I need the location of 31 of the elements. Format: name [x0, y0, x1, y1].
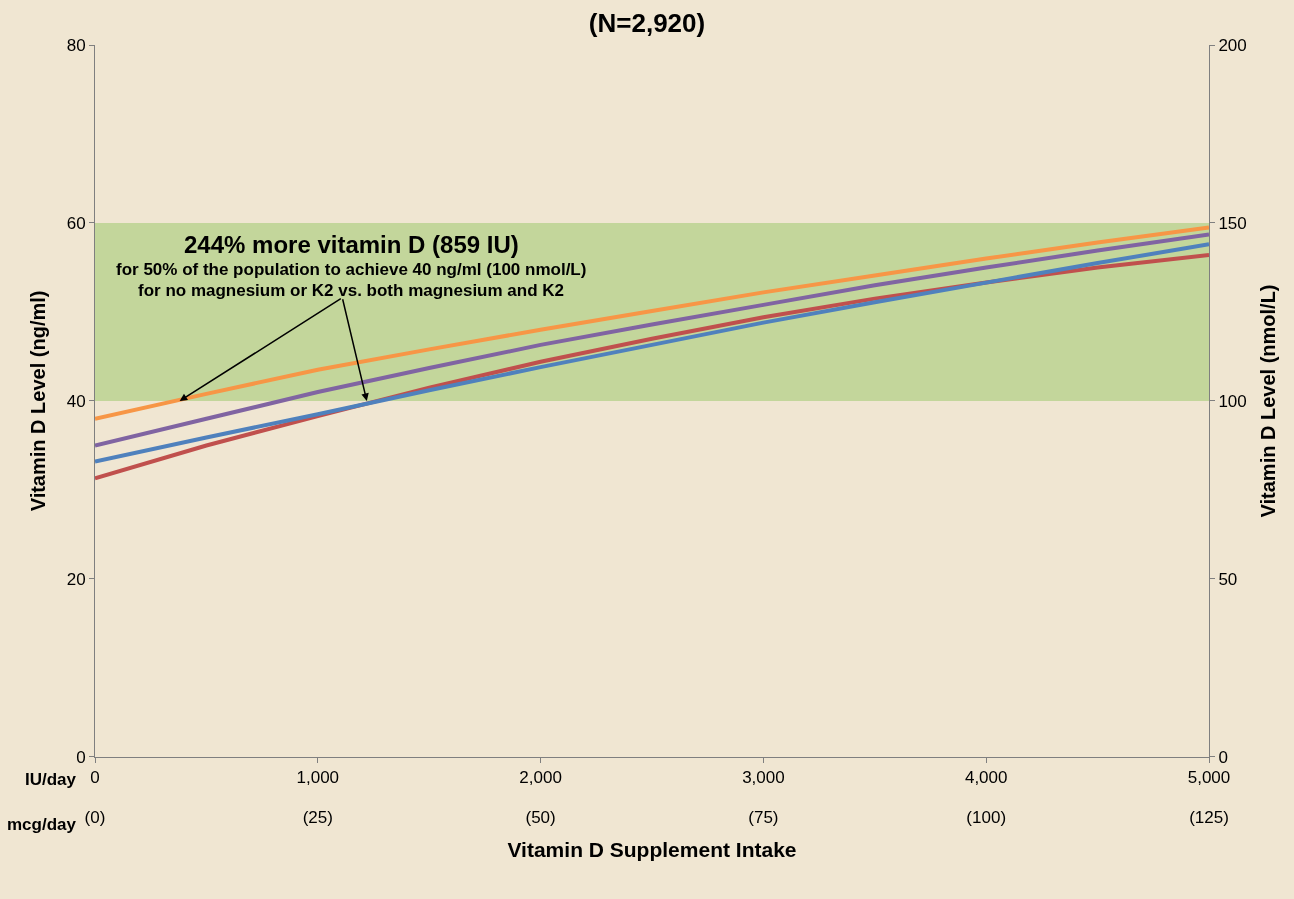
x-tick-label: 5,000: [1187, 768, 1231, 788]
y-tick-label: 0: [76, 747, 86, 767]
x-tick-label: 4,000: [964, 768, 1008, 788]
y2-tick-label: 50: [1218, 569, 1238, 589]
x-tick-label: 3,000: [742, 768, 785, 788]
y-tick-label: 80: [66, 35, 86, 55]
annotation: for no magnesium or K2 vs. both magnesium and K2: [138, 281, 565, 300]
text: mcg/day: [7, 815, 77, 834]
y-tick-label: 60: [66, 213, 86, 233]
x-axis-title: Vitamin D Supplement Intake: [507, 837, 797, 861]
y2-tick-label: 0: [1218, 747, 1228, 767]
annotation: 244% more vitamin D (859 IU): [184, 231, 519, 258]
x2-tick-label: (100): [966, 808, 1007, 828]
chart-title: (N=2,920): [588, 7, 706, 38]
y-axis-title: Vitamin D Level (ng/ml): [27, 290, 50, 512]
y-tick-label: 40: [66, 391, 86, 411]
y2-tick-label: 100: [1218, 391, 1247, 411]
x-tick-label: 1,000: [296, 768, 340, 788]
x-tick-label: 0: [90, 768, 100, 788]
annotation: for 50% of the population to achieve 40 ng/ml (100 nmol/L): [116, 260, 587, 279]
x2-tick-label: (0): [84, 808, 106, 828]
x2-tick-label: (25): [302, 808, 333, 828]
x2-tick-label: (75): [748, 808, 779, 828]
x2-tick-label: (125): [1189, 808, 1229, 828]
text: IU/day: [25, 770, 77, 789]
y2-tick-label: 150: [1218, 213, 1247, 233]
y2-tick-label: 200: [1218, 35, 1247, 55]
y2-axis-title: Vitamin D Level (nmol/L): [1257, 284, 1280, 518]
x2-tick-label: (50): [525, 808, 556, 828]
x-tick-label: 2,000: [519, 768, 562, 788]
y-tick-label: 20: [66, 569, 86, 589]
